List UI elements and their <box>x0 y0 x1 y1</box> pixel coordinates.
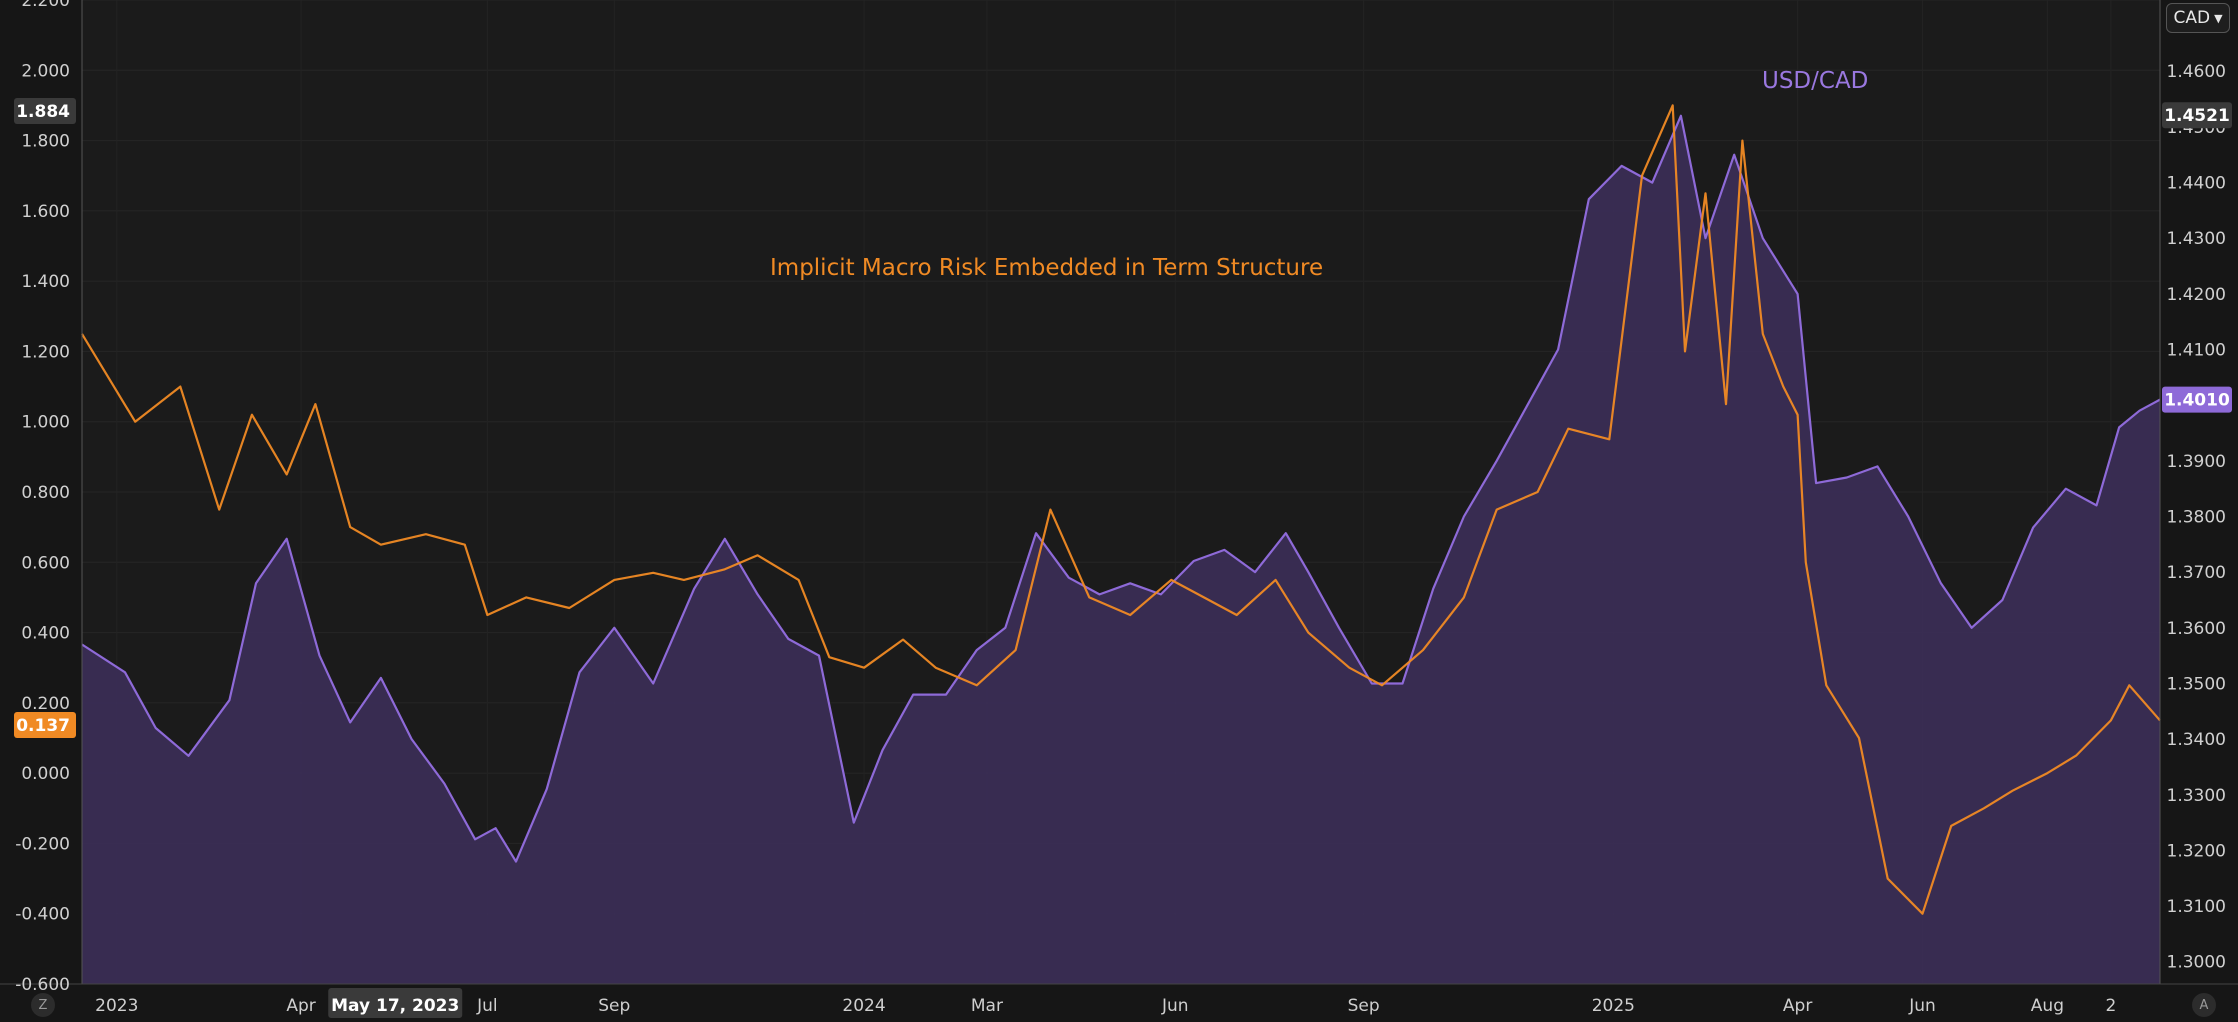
left-tick-label: 1.000 <box>21 413 70 433</box>
right-tick-label: 1.3300 <box>2167 786 2226 806</box>
right-tick-label: 1.3500 <box>2167 674 2226 694</box>
x-tick-label: Apr <box>286 996 315 1016</box>
right-tick-label: 1.4600 <box>2167 62 2226 82</box>
annotation-usdcad: USD/CAD <box>1762 68 1868 94</box>
left-tick-label: -0.600 <box>15 975 70 995</box>
right-crosshair-tag: 1.4521 <box>2164 106 2230 126</box>
right-tick-label: 1.3900 <box>2167 452 2226 472</box>
right-last-value-tag: 1.4010 <box>2164 391 2230 411</box>
left-crosshair-tag-bg <box>14 98 76 125</box>
right-tick-label: 1.3600 <box>2167 619 2226 639</box>
right-tick-label: 1.3200 <box>2167 841 2226 861</box>
left-tick-label: 1.400 <box>21 272 70 292</box>
chevron-down-icon: ▼ <box>2214 11 2223 25</box>
x-tick-label: Sep <box>598 996 630 1016</box>
left-tick-label: 1.800 <box>21 132 70 152</box>
left-crosshair-tag: 1.884 <box>16 102 70 122</box>
x-tick-label: Mar <box>971 996 1003 1016</box>
right-crosshair-tag-bg <box>2162 102 2232 129</box>
left-last-value-tag: 0.137 <box>16 716 70 736</box>
left-tick-label: 1.600 <box>21 202 70 222</box>
series-layer <box>81 104 2161 985</box>
left-tick-label: 1.200 <box>21 342 70 362</box>
left-tick-label: 2.200 <box>21 0 70 11</box>
left-tick-label: -0.400 <box>15 905 70 925</box>
usdcad-area-fill <box>82 115 2160 985</box>
right-tick-label: 1.3400 <box>2167 730 2226 750</box>
right-tick-label: 1.4300 <box>2167 229 2226 249</box>
currency-select-value: CAD <box>2173 8 2211 28</box>
left-tick-label: 2.000 <box>21 61 70 81</box>
right-tick-label: 1.3800 <box>2167 507 2226 527</box>
usdcad-line <box>81 114 2161 863</box>
right-tick-label: 1.4200 <box>2167 285 2226 305</box>
left-tick-label: 0.000 <box>21 764 70 784</box>
annotation-macro-risk: Implicit Macro Risk Embedded in Term Str… <box>770 255 1323 281</box>
left-last-value-tag-bg <box>14 711 76 738</box>
currency-select[interactable]: CAD ▼ <box>2166 3 2230 33</box>
left-tick-label: 0.200 <box>21 694 70 714</box>
x-tick-label: Jul <box>476 996 498 1016</box>
right-tick-label: 1.4100 <box>2167 341 2226 361</box>
left-tick-label: 0.400 <box>21 624 70 644</box>
left-tick-label: 0.600 <box>21 553 70 573</box>
x-tick-label: 2025 <box>1592 996 1635 1016</box>
x-tick-label: Aug <box>2031 996 2064 1016</box>
left-tick-label: 0.800 <box>21 483 70 503</box>
crosshair-date-label: May 17, 2023 <box>331 996 459 1016</box>
auto-scale-button[interactable]: A <box>2192 993 2216 1017</box>
x-tick-label: 2 <box>2105 996 2116 1016</box>
left-tick-label: -0.200 <box>15 834 70 854</box>
crosshair-date-bg <box>328 988 463 1018</box>
right-last-value-tag-bg <box>2162 386 2232 413</box>
right-tick-label: 1.4400 <box>2167 174 2226 194</box>
right-tick-label: 1.3000 <box>2167 953 2226 973</box>
zoom-z-label: Z <box>38 997 48 1013</box>
x-tick-label: 2023 <box>95 996 138 1016</box>
zoom-z-button[interactable]: Z <box>31 993 55 1017</box>
x-tick-label: 2024 <box>842 996 885 1016</box>
right-tick-label: 1.3100 <box>2167 897 2226 917</box>
x-tick-label: Jun <box>1908 996 1936 1016</box>
x-tick-label: Apr <box>1783 996 1812 1016</box>
value-tags: 1.884 0.137 1.4521 1.4010 May 17, 2023 <box>14 98 2232 1018</box>
x-tick-label: Jun <box>1161 996 1189 1016</box>
right-tick-label: 1.3700 <box>2167 563 2226 583</box>
axes-layer: 2.200 2.000 1.800 1.600 1.400 1.200 1.000 0.800… <box>15 0 2226 1016</box>
x-tick-label: Sep <box>1348 996 1380 1016</box>
macro-risk-line <box>81 104 2161 915</box>
auto-scale-label: A <box>2199 997 2209 1013</box>
